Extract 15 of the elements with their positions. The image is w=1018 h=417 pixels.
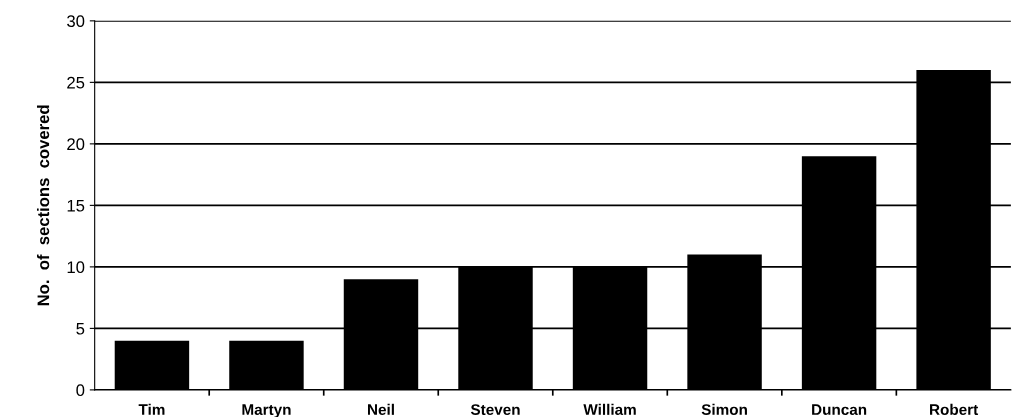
x-tick-label: Duncan <box>812 404 867 416</box>
y-tick-label: 5 <box>76 322 85 335</box>
x-tick-label: William <box>583 403 636 416</box>
x-tick-label: Tim <box>138 403 165 415</box>
y-tick-label: 0 <box>76 384 85 397</box>
y-tick-label: 20 <box>67 138 85 151</box>
x-tick-label: Neil <box>368 403 394 416</box>
y-tick-label: 10 <box>67 261 85 274</box>
y-tick-label: 30 <box>67 15 85 28</box>
x-tick-label: Simon <box>701 403 747 416</box>
y-tick-label: 15 <box>67 199 85 212</box>
y-tick-label: 25 <box>67 76 85 89</box>
x-tick-label: Robert <box>930 403 979 416</box>
x-tick-label: Steven <box>470 404 520 416</box>
y-axis-title: No. of sections covered <box>36 105 50 306</box>
